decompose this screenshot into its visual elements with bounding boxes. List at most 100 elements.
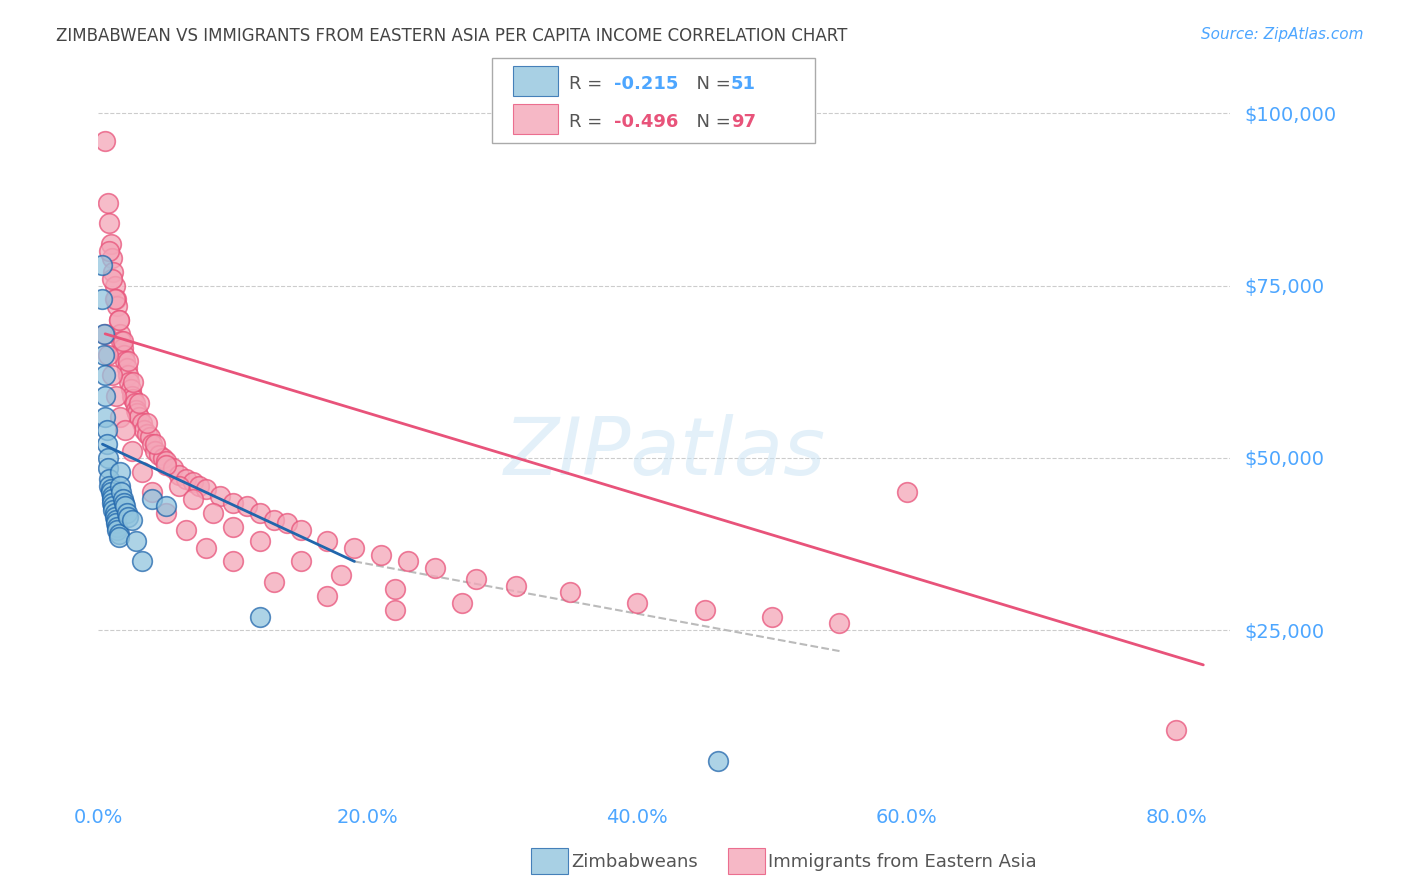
Point [108, 409, 131, 424]
Point [505, 578, 527, 592]
Point [104, 293, 127, 307]
Point [201, 506, 224, 520]
Point [97, 195, 120, 210]
Point [111, 341, 134, 355]
Point [128, 396, 150, 410]
Point [384, 603, 406, 617]
Point [249, 533, 271, 548]
Point [105, 299, 128, 313]
Point [107, 530, 129, 544]
Point [316, 589, 339, 603]
Point [396, 554, 419, 568]
Point [110, 485, 132, 500]
Point [174, 524, 197, 538]
Point [107, 313, 129, 327]
Point [103, 502, 125, 516]
Point [127, 406, 149, 420]
Point [97, 347, 120, 361]
Point [96, 423, 118, 437]
Point [707, 755, 730, 769]
Point [124, 396, 146, 410]
Point [148, 448, 170, 462]
Point [141, 437, 163, 451]
Point [169, 478, 191, 492]
Point [143, 444, 166, 458]
Point [131, 554, 153, 568]
Point [263, 513, 285, 527]
Point [93, 326, 115, 341]
Text: -0.215: -0.215 [614, 75, 679, 93]
Point [114, 354, 136, 368]
Text: ZIMBABWEAN VS IMMIGRANTS FROM EASTERN ASIA PER CAPITA INCOME CORRELATION CHART: ZIMBABWEAN VS IMMIGRANTS FROM EASTERN AS… [56, 27, 848, 45]
Text: Immigrants from Eastern Asia: Immigrants from Eastern Asia [768, 853, 1036, 871]
Point [98, 472, 121, 486]
Point [97, 461, 120, 475]
Text: -0.496: -0.496 [614, 112, 679, 130]
Point [96, 437, 118, 451]
Point [155, 458, 177, 472]
Point [118, 375, 141, 389]
Point [101, 368, 124, 383]
Point [105, 520, 128, 534]
Point [174, 472, 197, 486]
Text: Zimbabweans: Zimbabweans [571, 853, 697, 871]
Point [155, 506, 177, 520]
Point [101, 271, 124, 285]
Point [169, 468, 191, 483]
Point [370, 548, 392, 562]
Point [112, 496, 135, 510]
Point [626, 596, 648, 610]
Point [558, 585, 581, 599]
Point [896, 485, 918, 500]
Text: 51: 51 [731, 75, 756, 93]
Point [181, 492, 204, 507]
Point [136, 417, 159, 431]
Point [122, 392, 145, 407]
Point [111, 492, 134, 507]
Point [94, 409, 117, 424]
Point [125, 533, 148, 548]
Point [120, 382, 142, 396]
Point [100, 485, 122, 500]
Point [100, 237, 122, 252]
Point [761, 609, 783, 624]
Text: N =: N = [685, 75, 737, 93]
Point [181, 475, 204, 489]
Point [98, 478, 121, 492]
Point [108, 465, 131, 479]
Point [107, 313, 129, 327]
Point [134, 423, 156, 437]
Point [122, 375, 145, 389]
Point [693, 603, 716, 617]
Point [195, 482, 218, 496]
Point [222, 496, 245, 510]
Point [155, 500, 177, 514]
Point [111, 334, 134, 348]
Point [98, 217, 121, 231]
Point [208, 489, 231, 503]
Point [121, 444, 143, 458]
Point [249, 609, 271, 624]
Point [222, 554, 245, 568]
Point [121, 513, 143, 527]
Point [128, 409, 150, 424]
Point [104, 509, 127, 524]
Point [101, 489, 124, 503]
Point [101, 492, 124, 507]
Point [276, 516, 298, 531]
Point [141, 492, 163, 507]
Point [94, 134, 117, 148]
Point [195, 541, 218, 555]
Point [112, 347, 135, 361]
Point [329, 568, 352, 582]
Point [316, 533, 339, 548]
Point [100, 482, 122, 496]
Text: 97: 97 [731, 112, 756, 130]
Point [162, 461, 184, 475]
Point [828, 616, 851, 631]
Point [451, 596, 474, 610]
Point [155, 454, 177, 468]
Point [131, 465, 153, 479]
Point [91, 293, 114, 307]
Point [117, 509, 139, 524]
